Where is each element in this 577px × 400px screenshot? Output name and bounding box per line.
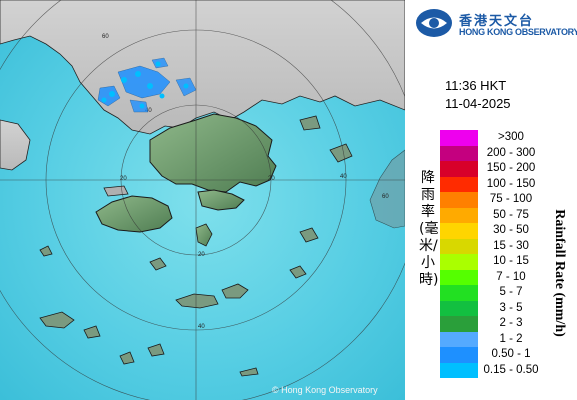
org-name-en: HONG KONG OBSERVATORY (459, 27, 577, 37)
range-rings (0, 0, 405, 400)
radar-date: 11-04-2025 (445, 96, 511, 111)
legend-label: 0.15 - 0.50 (483, 363, 539, 376)
range-label: 20 (268, 176, 275, 182)
legend-swatch (440, 130, 478, 146)
legend-row: 30 - 50 (440, 223, 577, 239)
legend-label: 75 - 100 (489, 193, 533, 205)
hong-kong-island (197, 189, 245, 211)
legend-title-en-wrap: Rainfall Rate (mm/h) (548, 188, 570, 358)
legend-swatch (440, 192, 478, 208)
legend-swatch (440, 316, 478, 332)
legend-label: 5 - 7 (499, 286, 523, 298)
legend-swatch (440, 176, 478, 192)
legend-label: 15 - 30 (493, 239, 529, 252)
legend-title-en: Rainfall Rate (mm/h) (552, 209, 567, 337)
range-label: 20 (120, 176, 127, 182)
rain-echoes-light (101, 61, 189, 109)
legend-row: 75 - 100 (440, 192, 577, 208)
chek-lap-kok (103, 185, 129, 197)
legend-swatch (440, 238, 478, 254)
legend-row: 3 - 5 (440, 300, 577, 316)
legend-label: 10 - 15 (493, 255, 529, 267)
range-label: 60 (382, 194, 389, 200)
legend-swatch (440, 331, 478, 347)
lamma-island (195, 223, 213, 247)
legend-row: 7 - 10 (440, 269, 577, 285)
legend-panel: 香港天文台 HONG KONG OBSERVATORY 11:36 HKT 11… (405, 0, 577, 400)
range-ring-labels: 60 40 20 20 40 60 40 20 (102, 34, 389, 330)
radar-map: 60 40 20 20 40 60 40 20 © Hong Kong Obse… (0, 0, 405, 400)
legend-label: 30 - 50 (493, 224, 529, 236)
mainland-west (0, 119, 31, 171)
legend-row: 5 - 7 (440, 285, 577, 301)
legend-label: 50 - 75 (493, 208, 529, 221)
copyright-text: © Hong Kong Observatory (272, 385, 378, 395)
legend-title-zh: 降雨率(毫米/小時) (419, 170, 439, 288)
legend-label: 7 - 10 (496, 270, 526, 283)
legend-row: 10 - 15 (440, 254, 577, 270)
legend-row: 1 - 2 (440, 331, 577, 347)
range-label: 40 (145, 108, 152, 114)
legend-label: 150 - 200 (486, 162, 536, 174)
legend-swatch (440, 300, 478, 316)
legend-row: 0.50 - 1 (440, 347, 577, 363)
org-name-zh: 香港天文台 (459, 14, 535, 29)
legend-label: 2 - 3 (499, 317, 523, 329)
hko-logo: 香港天文台 HONG KONG OBSERVATORY (415, 8, 577, 40)
range-label: 40 (340, 174, 347, 180)
hko-logo-icon (416, 9, 452, 37)
legend-label: 200 - 300 (486, 146, 536, 159)
legend-swatch (440, 362, 478, 378)
outlying-islands (39, 115, 353, 377)
mainland-east-coast (369, 149, 405, 229)
legend-row: 200 - 300 (440, 145, 577, 161)
range-label: 60 (102, 34, 109, 40)
legend-label: 0.50 - 1 (491, 348, 531, 360)
legend-label: 100 - 150 (486, 177, 536, 190)
legend-row: 50 - 75 (440, 207, 577, 223)
legend-swatch (440, 207, 478, 223)
legend-swatch (440, 347, 478, 363)
legend-swatch (440, 161, 478, 177)
legend-row: 2 - 3 (440, 316, 577, 332)
legend-swatch (440, 285, 478, 301)
legend-row: 0.15 - 0.50 (440, 362, 577, 378)
legend-swatch (440, 254, 478, 270)
lantau-island (95, 195, 173, 233)
legend-row: >300 (440, 130, 577, 146)
legend-swatch (440, 145, 478, 161)
range-label: 40 (198, 324, 205, 330)
legend-label: >300 (498, 131, 524, 143)
legend-swatch (440, 269, 478, 285)
legend-label: 1 - 2 (499, 332, 523, 345)
legend-row: 150 - 200 (440, 161, 577, 177)
legend-label: 3 - 5 (499, 301, 523, 314)
legend-swatch (440, 223, 478, 239)
legend-row: 100 - 150 (440, 176, 577, 192)
radar-time: 11:36 HKT (445, 78, 507, 93)
range-label: 20 (198, 252, 205, 258)
legend-row: 15 - 30 (440, 238, 577, 254)
